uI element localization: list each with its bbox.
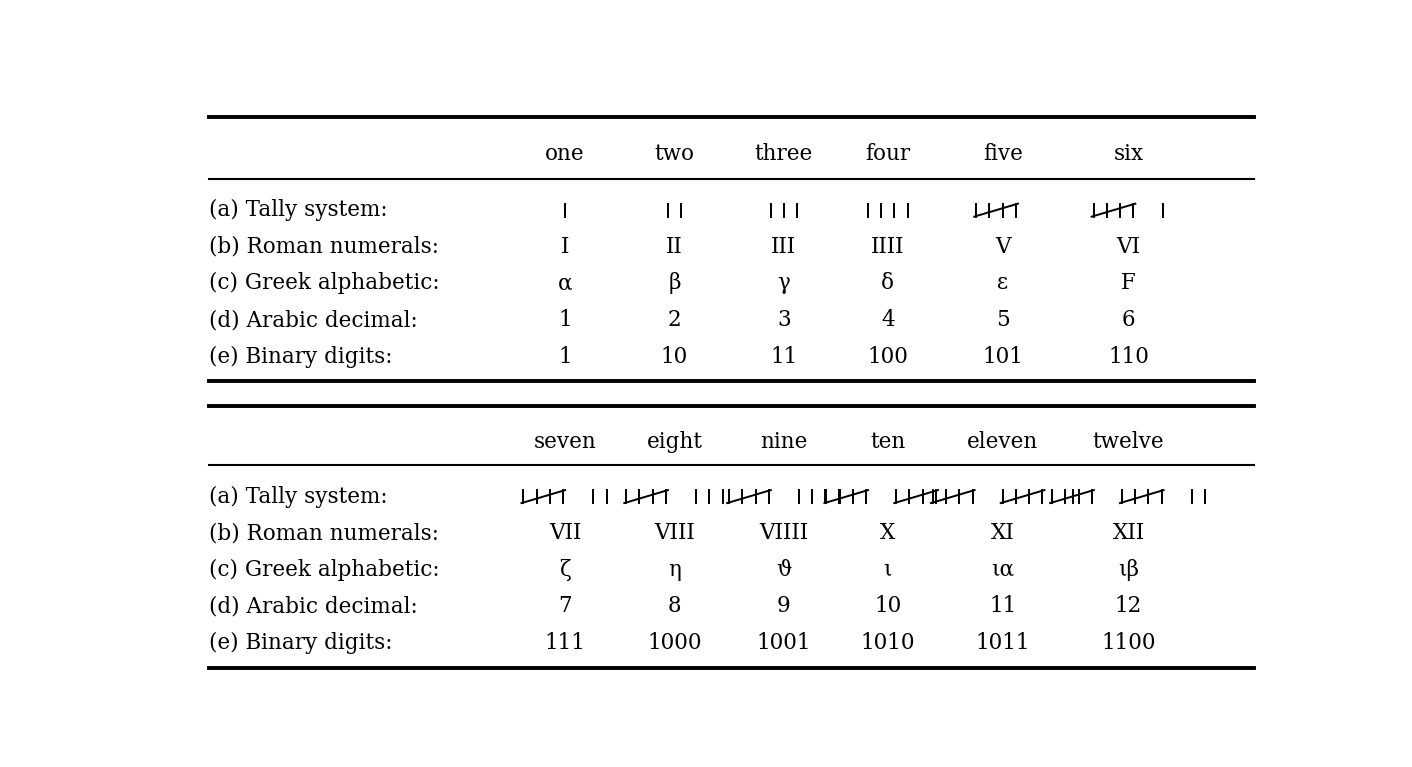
Text: 11: 11 [770,346,798,367]
Text: (e) Binary digits:: (e) Binary digits: [209,632,393,654]
Text: three: three [754,143,813,165]
Text: (d) Arabic decimal:: (d) Arabic decimal: [209,309,418,331]
Text: 1001: 1001 [757,632,810,654]
Text: ιβ: ιβ [1118,559,1139,581]
Text: (e) Binary digits:: (e) Binary digits: [209,346,393,367]
Text: 3: 3 [777,309,791,331]
Text: 11: 11 [988,595,1017,617]
Text: γ: γ [778,272,791,295]
Text: ϑ: ϑ [777,559,792,581]
Text: VIIII: VIIII [760,522,809,545]
Text: β: β [668,272,681,295]
Text: VIII: VIII [654,522,695,545]
Text: 2: 2 [668,309,681,331]
Text: IIII: IIII [871,235,905,258]
Text: VI: VI [1117,235,1141,258]
Text: 10: 10 [661,346,688,367]
Text: 111: 111 [545,632,586,654]
Text: 4: 4 [881,309,895,331]
Text: six: six [1114,143,1144,165]
Text: VII: VII [549,522,582,545]
Text: V: V [995,235,1011,258]
Text: five: five [983,143,1022,165]
Text: twelve: twelve [1093,430,1165,453]
Text: III: III [771,235,796,258]
Text: (d) Arabic decimal:: (d) Arabic decimal: [209,595,418,617]
Text: 5: 5 [995,309,1010,331]
Text: (c) Greek alphabetic:: (c) Greek alphabetic: [209,272,441,295]
Text: 1: 1 [558,309,572,331]
Text: XI: XI [991,522,1015,545]
Text: (c) Greek alphabetic:: (c) Greek alphabetic: [209,559,441,581]
Text: α: α [558,272,572,295]
Text: η: η [668,559,681,581]
Text: four: four [866,143,911,165]
Text: ten: ten [870,430,905,453]
Text: ζ: ζ [559,559,570,581]
Text: I: I [561,235,569,258]
Text: 100: 100 [867,346,908,367]
Text: 1000: 1000 [647,632,702,654]
Text: δ: δ [881,272,894,295]
Text: 1100: 1100 [1101,632,1156,654]
Text: two: two [654,143,695,165]
Text: 12: 12 [1115,595,1142,617]
Text: ε: ε [997,272,1008,295]
Text: (a) Tally system:: (a) Tally system: [209,199,388,221]
Text: seven: seven [534,430,596,453]
Text: (a) Tally system:: (a) Tally system: [209,486,388,508]
Text: 6: 6 [1121,309,1135,331]
Text: eleven: eleven [967,430,1038,453]
Text: 9: 9 [777,595,791,617]
Text: one: one [545,143,585,165]
Text: ι: ι [884,559,892,581]
Text: 110: 110 [1108,346,1149,367]
Text: 1010: 1010 [860,632,915,654]
Text: II: II [666,235,683,258]
Text: (b) Roman numerals:: (b) Roman numerals: [209,522,439,545]
Text: nine: nine [760,430,808,453]
Text: 8: 8 [668,595,681,617]
Text: (b) Roman numerals:: (b) Roman numerals: [209,235,439,258]
Text: 7: 7 [558,595,572,617]
Text: F: F [1121,272,1135,295]
Text: 1011: 1011 [976,632,1029,654]
Text: ια: ια [991,559,1014,581]
Text: 10: 10 [874,595,901,617]
Text: 101: 101 [983,346,1024,367]
Text: XII: XII [1113,522,1145,545]
Text: eight: eight [647,430,702,453]
Text: X: X [880,522,895,545]
Text: 1: 1 [558,346,572,367]
